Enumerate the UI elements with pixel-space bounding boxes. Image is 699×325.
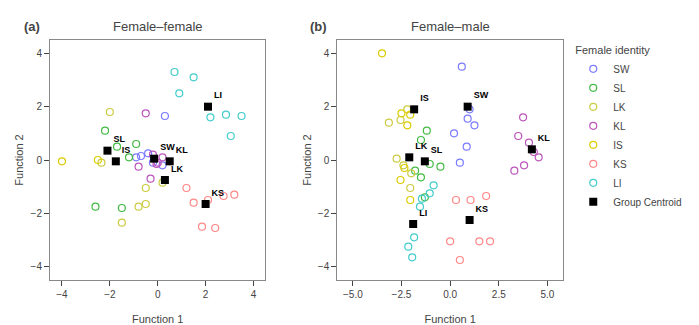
svg-text:LK: LK — [613, 102, 626, 113]
svg-text:−2.5: −2.5 — [392, 289, 412, 300]
svg-text:0: 0 — [324, 155, 330, 166]
svg-text:IS: IS — [613, 140, 623, 151]
svg-text:2: 2 — [203, 289, 209, 300]
svg-text:SL: SL — [113, 134, 125, 144]
svg-text:−4: −4 — [31, 261, 43, 272]
svg-text:SW: SW — [160, 142, 175, 152]
svg-text:IS: IS — [122, 145, 131, 155]
svg-text:−2: −2 — [318, 208, 330, 219]
svg-text:4: 4 — [251, 289, 257, 300]
svg-text:KS: KS — [212, 188, 225, 198]
svg-text:Function 2: Function 2 — [301, 134, 313, 185]
svg-text:2: 2 — [324, 101, 330, 112]
svg-text:SW: SW — [613, 64, 630, 75]
svg-text:−4: −4 — [318, 261, 330, 272]
svg-text:SL: SL — [431, 145, 443, 155]
svg-text:−2: −2 — [31, 208, 43, 219]
svg-text:0: 0 — [155, 289, 161, 300]
svg-text:0: 0 — [36, 155, 42, 166]
svg-text:IS: IS — [420, 93, 429, 103]
svg-text:KL: KL — [613, 121, 626, 132]
svg-text:0.0: 0.0 — [443, 289, 457, 300]
svg-text:KL: KL — [538, 133, 550, 143]
svg-text:Group Centroid: Group Centroid — [613, 197, 681, 208]
svg-text:5.0: 5.0 — [540, 289, 554, 300]
svg-text:KL: KL — [176, 145, 188, 155]
svg-text:SL: SL — [613, 83, 626, 94]
svg-text:4: 4 — [324, 48, 330, 59]
svg-text:Female–male: Female–male — [411, 19, 490, 34]
svg-text:(a): (a) — [24, 19, 40, 34]
svg-text:Function 2: Function 2 — [13, 134, 25, 185]
svg-text:LK: LK — [171, 164, 183, 174]
svg-text:KS: KS — [613, 159, 627, 170]
svg-text:LK: LK — [415, 141, 427, 151]
svg-text:−2: −2 — [104, 289, 116, 300]
svg-text:2.5: 2.5 — [492, 289, 506, 300]
svg-text:LI: LI — [419, 208, 427, 218]
svg-text:Female identity: Female identity — [575, 44, 650, 56]
svg-text:4: 4 — [36, 48, 42, 59]
svg-text:(b): (b) — [310, 19, 327, 34]
svg-text:−4: −4 — [56, 289, 68, 300]
svg-text:−5.0: −5.0 — [343, 289, 363, 300]
svg-text:KS: KS — [476, 204, 489, 214]
svg-text:Female–female: Female–female — [113, 19, 203, 34]
svg-text:Function 1: Function 1 — [132, 313, 183, 325]
svg-text:Function 1: Function 1 — [424, 313, 475, 325]
svg-text:2: 2 — [36, 101, 42, 112]
svg-text:LI: LI — [613, 178, 621, 189]
svg-text:LI: LI — [214, 90, 222, 100]
svg-text:SW: SW — [474, 90, 489, 100]
